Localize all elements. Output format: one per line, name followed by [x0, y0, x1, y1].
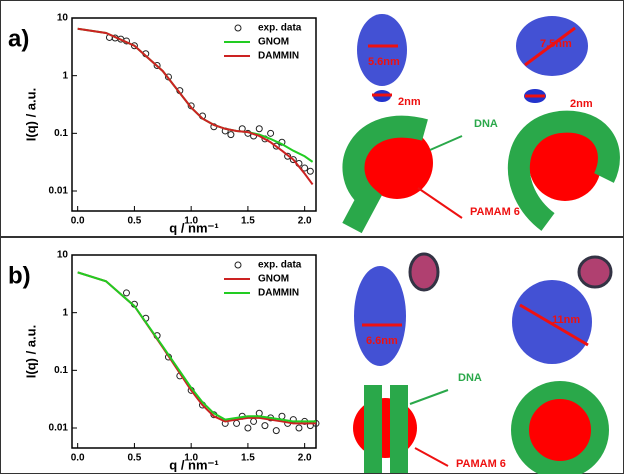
legend-label: exp. data: [258, 260, 302, 271]
annotation: 5.6nm: [368, 56, 400, 68]
annotation: PAMAM 6: [456, 458, 506, 470]
data-point: [227, 131, 235, 139]
panel-label: b): [8, 262, 31, 289]
y-tick-label: 0.1: [54, 365, 68, 376]
legend-label: GNOM: [258, 37, 289, 48]
data-point: [233, 419, 241, 427]
x-tick-label: 1.5: [241, 216, 255, 227]
y-tick-label: 10: [57, 13, 69, 24]
fit-line: [77, 27, 314, 186]
plot-frame: [71, 254, 317, 449]
y-tick-label: 0.01: [49, 423, 69, 434]
legend-marker: [234, 24, 242, 32]
x-tick-label: 0.0: [71, 216, 85, 227]
data-point: [130, 42, 138, 50]
legend-label: GNOM: [258, 274, 289, 285]
x-tick-label: 0.5: [127, 453, 141, 464]
x-tick-label: 1.0: [184, 216, 198, 227]
data-point: [153, 62, 161, 70]
data-point: [255, 125, 263, 133]
data-point: [289, 156, 297, 164]
data-point: [306, 167, 314, 175]
x-tick-label: 0.5: [127, 216, 141, 227]
data-point: [261, 422, 269, 430]
y-tick-label: 1: [62, 307, 68, 318]
data-point: [267, 129, 275, 137]
y-tick-label: 1: [62, 70, 68, 81]
data-point: [295, 424, 303, 432]
legend-label: DAMMIN: [258, 51, 299, 62]
legend-marker: [234, 261, 242, 269]
x-tick-label: 2.0: [298, 216, 312, 227]
x-tick-label: 1.5: [241, 453, 255, 464]
annotation: PAMAM 6: [470, 206, 520, 218]
x-axis-label: q / nm⁻¹: [169, 457, 218, 472]
y-tick-label: 10: [57, 250, 69, 261]
x-axis-label: q / nm⁻¹: [169, 220, 218, 235]
annotation: 11nm: [552, 314, 580, 326]
annotation: 7.5nm: [540, 38, 572, 50]
y-axis-label: I(q) / a.u.: [23, 88, 38, 141]
y-axis-label: I(q) / a.u.: [23, 325, 38, 378]
schematic: [353, 252, 613, 474]
data-point: [272, 427, 280, 435]
y-tick-label: 0.1: [54, 128, 68, 139]
data-point: [301, 164, 309, 172]
data-point: [272, 142, 280, 150]
x-tick-label: 2.0: [298, 453, 312, 464]
annotation: 6.6nm: [366, 335, 398, 347]
x-tick-label: 1.0: [184, 453, 198, 464]
plot-frame: [71, 17, 317, 212]
annotation: 2nm: [570, 98, 593, 110]
annotation: 2nm: [398, 96, 421, 108]
data-point: [244, 424, 252, 432]
panel-label: a): [8, 25, 29, 52]
fit-line: [77, 27, 314, 163]
data-point: [250, 417, 258, 425]
fit-line: [77, 271, 316, 423]
legend-label: exp. data: [258, 23, 302, 34]
legend-label: DAMMIN: [258, 288, 299, 299]
x-tick-label: 0.0: [71, 453, 85, 464]
schematic: [342, 14, 620, 234]
annotation: DNA: [458, 372, 482, 384]
annotation: DNA: [474, 118, 498, 130]
y-tick-label: 0.01: [49, 186, 69, 197]
data-point: [122, 289, 130, 297]
